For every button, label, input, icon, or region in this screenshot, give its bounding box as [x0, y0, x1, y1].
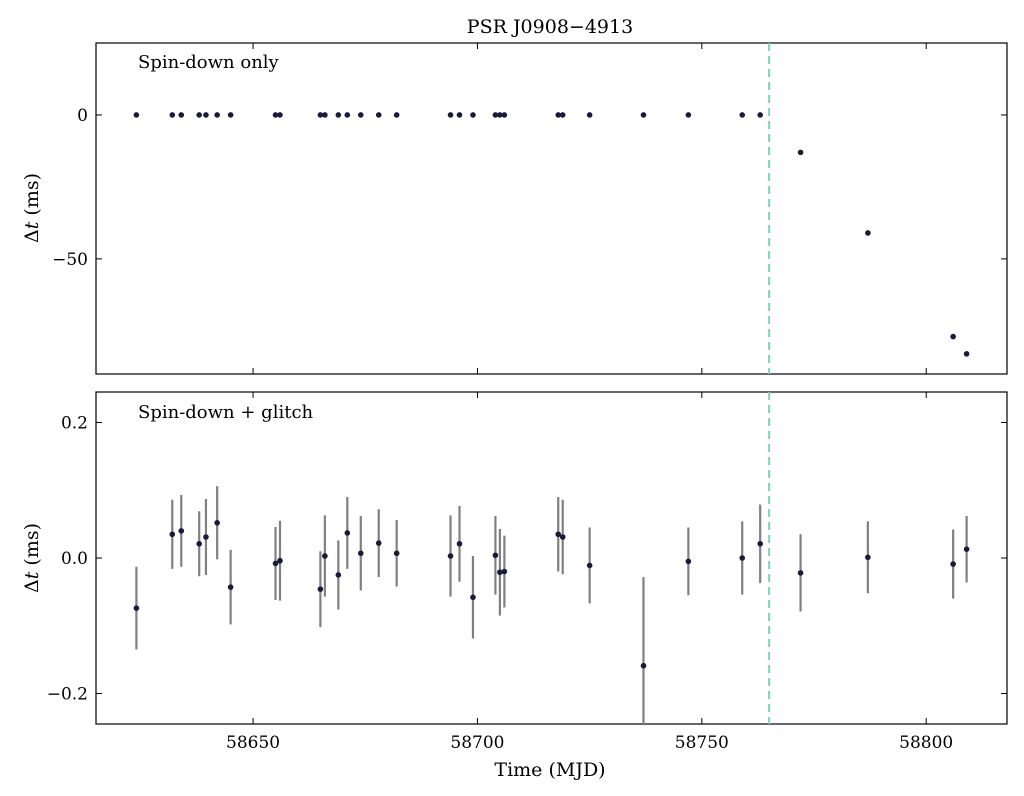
- bottom-panel-annotation: Spin-down + glitch: [138, 402, 314, 423]
- top-data-point: [559, 112, 566, 118]
- bottom-data-point: [375, 540, 382, 546]
- bottom-data-point: [559, 534, 566, 540]
- top-data-point: [555, 112, 562, 118]
- bottom-y-tick-label: 0.2: [61, 413, 88, 433]
- top-data-point: [133, 112, 140, 118]
- bottom-data-point: [501, 568, 508, 575]
- bottom-data-point: [797, 570, 804, 576]
- top-data-point: [277, 112, 283, 118]
- top-data-point: [214, 112, 220, 118]
- top-data-point: [470, 112, 476, 118]
- bottom-data-point: [277, 557, 283, 564]
- top-data-point: [344, 112, 351, 118]
- bottom-y-tick-label: 0.0: [61, 549, 88, 569]
- bottom-x-tick-label: 58800: [899, 733, 953, 753]
- top-data-point: [322, 112, 328, 118]
- x-axis-label: Time (MJD): [494, 759, 605, 781]
- bottom-y-axis-label-var: t: [21, 571, 43, 579]
- top-y-axis-label-symbol: Δ: [21, 229, 43, 243]
- top-data-point: [196, 112, 203, 118]
- bottom-data-point: [739, 555, 746, 561]
- top-panel-annotation: Spin-down only: [138, 52, 280, 73]
- top-y-axis-label-var: t: [21, 221, 43, 229]
- chart-title: PSR J0908−4913: [467, 16, 633, 38]
- bottom-data-point: [317, 586, 324, 592]
- top-data-point: [456, 112, 463, 118]
- bottom-data-point: [963, 546, 970, 552]
- top-data-point: [447, 112, 454, 118]
- top-data-point: [317, 112, 324, 118]
- top-plot-frame: [95, 42, 1008, 375]
- bottom-data-point: [203, 534, 209, 540]
- top-data-point: [203, 112, 209, 118]
- top-y-tick-label: −50: [52, 250, 88, 270]
- top-data-point: [797, 149, 804, 156]
- top-data-point: [169, 112, 176, 118]
- bottom-y-axis-label-symbol: Δ: [21, 579, 43, 593]
- bottom-data-point: [214, 519, 220, 526]
- bottom-data-point: [586, 562, 593, 569]
- bottom-panel: Spin-down + glitch 58650 58700 58750 58800 0…: [47, 391, 1008, 753]
- bottom-y-tick-label: −0.2: [47, 685, 88, 705]
- top-data-point: [335, 112, 342, 118]
- bottom-y-axis-label-unit: (ms): [21, 523, 43, 572]
- bottom-data-point: [685, 558, 692, 565]
- top-data-point: [865, 230, 871, 236]
- bottom-data-point: [344, 530, 351, 536]
- top-data-point: [757, 112, 763, 118]
- top-data-point: [393, 112, 400, 118]
- bottom-x-tick-label: 58700: [450, 733, 504, 753]
- top-y-axis-label-unit: (ms): [21, 173, 43, 222]
- bottom-data-point: [169, 531, 176, 538]
- top-data-point: [497, 112, 503, 118]
- bottom-data-point: [133, 605, 140, 611]
- top-data-point: [357, 112, 364, 118]
- top-data-point: [492, 112, 499, 118]
- bottom-data-point: [757, 540, 763, 547]
- bottom-data-point: [555, 531, 562, 538]
- top-data-point: [685, 112, 692, 118]
- top-data-point: [640, 112, 647, 118]
- top-data-point: [739, 112, 746, 118]
- bottom-data-point: [322, 553, 328, 559]
- top-panel: Spin-down only 0 −50: [52, 42, 1008, 375]
- bottom-data-point: [492, 552, 499, 559]
- top-data-point: [272, 112, 279, 118]
- bottom-data-point: [456, 540, 463, 547]
- bottom-data-point: [196, 540, 203, 547]
- bottom-data-point: [447, 553, 454, 559]
- bottom-y-axis-label: Δt (ms): [21, 523, 43, 593]
- top-data-point: [963, 351, 970, 357]
- bottom-data-point: [640, 662, 647, 669]
- top-data-point: [227, 112, 234, 118]
- top-data-point: [950, 333, 956, 340]
- bottom-data-point: [178, 528, 185, 534]
- top-data-point: [178, 112, 185, 118]
- bottom-data-point: [470, 594, 476, 601]
- bottom-data-point: [227, 584, 234, 590]
- bottom-data-point: [865, 554, 871, 561]
- bottom-data-point: [497, 569, 503, 576]
- bottom-data-point: [335, 572, 342, 578]
- bottom-data-point: [357, 550, 364, 557]
- bottom-data-point: [272, 560, 279, 567]
- bottom-x-tick-label: 58650: [226, 733, 280, 753]
- top-y-axis-label: Δt (ms): [21, 173, 43, 243]
- bottom-data-point: [393, 550, 400, 557]
- bottom-data-point: [950, 561, 956, 567]
- top-data-point: [586, 112, 593, 118]
- bottom-x-tick-label: 58750: [675, 733, 729, 753]
- top-data-point: [501, 112, 508, 118]
- top-data-point: [375, 112, 382, 118]
- top-y-tick-label: 0: [77, 106, 88, 126]
